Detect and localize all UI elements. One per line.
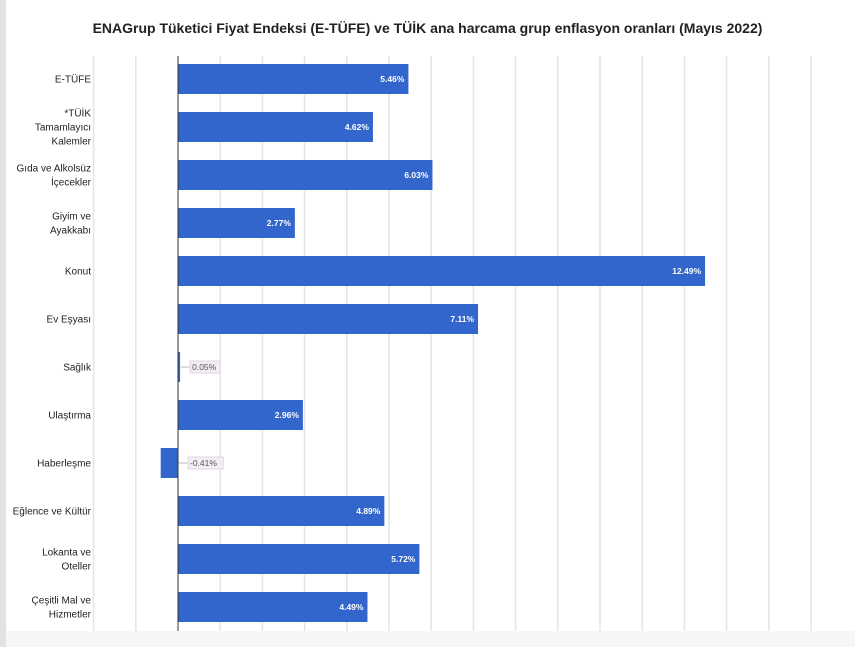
category-label: Eğlence ve Kültür: [13, 507, 92, 518]
bar: [160, 448, 178, 478]
label-box: [187, 456, 224, 470]
category-label: Lokanta ve Oteller: [42, 548, 92, 573]
data-label: 5.46%: [380, 74, 405, 84]
data-label: 6.03%: [404, 170, 429, 180]
bar: [178, 352, 181, 382]
chart-footer: [6, 631, 855, 647]
page-edge: [0, 0, 6, 647]
data-label: 2.77%: [267, 218, 292, 228]
bar: [178, 400, 303, 430]
category-label: Çeşitli Mal ve Hizmetler: [32, 596, 92, 621]
bar: [178, 592, 368, 622]
category-label: Ulaştırma: [48, 411, 91, 422]
data-label: 0.05%: [192, 362, 217, 372]
data-label: 2.96%: [275, 410, 300, 420]
bar: [178, 112, 373, 142]
label-box: [189, 360, 221, 374]
data-label: 12.49%: [672, 266, 701, 276]
data-label: -0.41%: [190, 458, 217, 468]
data-label: 4.49%: [339, 602, 364, 612]
category-label: *TÜİK Tamamlayıcı Kalemler: [35, 107, 92, 148]
data-label: 4.62%: [345, 122, 370, 132]
bar: [178, 64, 409, 94]
bar: [178, 208, 295, 238]
bar: [178, 160, 433, 190]
category-label: Haberleşme: [37, 459, 91, 470]
bar: [178, 496, 385, 526]
category-label: Gıda ve Alkolsüz İçecekler: [17, 164, 92, 189]
category-label: E-TÜFE: [55, 74, 91, 86]
bar: [178, 304, 479, 334]
category-label: Giyim ve Ayakkabı: [50, 212, 91, 237]
data-label: 4.89%: [356, 506, 381, 516]
data-label: 7.11%: [450, 314, 474, 324]
category-label: Ev Eşyası: [47, 315, 91, 326]
data-label: 5.72%: [391, 554, 416, 564]
bar: [178, 544, 420, 574]
category-label: Sağlık: [63, 363, 92, 374]
category-label: Konut: [65, 267, 91, 278]
chart-title: ENAGrup Tüketici Fiyat Endeksi (E-TÜFE) …: [92, 20, 763, 36]
bar: [178, 256, 706, 286]
